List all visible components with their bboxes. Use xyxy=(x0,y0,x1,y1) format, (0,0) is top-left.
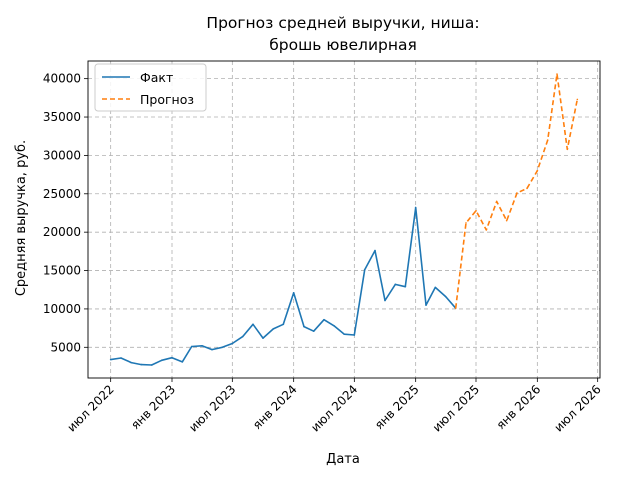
data-point xyxy=(505,219,508,222)
x-tick-label: янв 2026 xyxy=(494,382,544,432)
data-point xyxy=(394,283,397,286)
legend-label-forecast: Прогноз xyxy=(140,92,194,107)
data-point xyxy=(140,363,143,366)
data-point xyxy=(160,359,163,362)
data-point xyxy=(374,249,376,252)
y-tick-label: 35000 xyxy=(43,110,81,124)
x-axis-label: Дата xyxy=(326,452,360,467)
data-point xyxy=(150,364,153,366)
data-point xyxy=(414,206,417,209)
y-tick-label: 30000 xyxy=(43,148,81,162)
data-point xyxy=(262,337,264,339)
grid-lines xyxy=(88,61,600,378)
x-tick-label: янв 2025 xyxy=(372,382,422,432)
x-tick-label: янв 2024 xyxy=(250,382,300,432)
data-point xyxy=(312,330,315,332)
y-tick-label: 25000 xyxy=(43,187,81,201)
data-point xyxy=(536,169,539,172)
data-point xyxy=(425,304,427,306)
y-tick-label: 20000 xyxy=(43,225,81,239)
y-tick-label: 5000 xyxy=(50,340,81,354)
data-point xyxy=(576,98,579,101)
data-point xyxy=(566,148,569,151)
data-point xyxy=(120,357,122,359)
data-point xyxy=(556,73,558,75)
data-point xyxy=(485,229,488,231)
y-axis-ticks: 5000 10000 15000 20000 25000 30000 35000 40000 xyxy=(43,72,88,354)
y-tick-label: 40000 xyxy=(43,72,81,86)
y-tick-label: 15000 xyxy=(43,264,81,278)
data-point xyxy=(221,346,224,349)
data-point xyxy=(109,358,112,361)
data-point xyxy=(384,299,386,302)
chart-title-line-2: брошь ювелирная xyxy=(269,36,417,54)
x-tick-label: июл 2022 xyxy=(65,382,117,434)
data-point xyxy=(303,325,305,328)
data-point xyxy=(343,333,346,336)
data-point xyxy=(526,187,528,190)
data-point xyxy=(353,334,356,336)
x-axis-ticks: июл 2022 янв 2023 июл 2023 янв 2024 июл 2024… xyxy=(65,378,604,435)
data-point xyxy=(404,285,407,288)
x-tick-label: июл 2025 xyxy=(430,382,482,434)
data-point xyxy=(190,345,193,348)
chart-title-line-1: Прогноз средней выручки, ниша: xyxy=(206,14,479,32)
data-point xyxy=(495,200,498,203)
x-tick-label: июл 2024 xyxy=(308,382,360,434)
data-point xyxy=(241,335,244,338)
data-point xyxy=(130,361,133,364)
x-tick-label: июл 2023 xyxy=(186,382,238,434)
data-point xyxy=(201,344,203,347)
x-tick-label: июл 2026 xyxy=(552,382,604,434)
legend-label-fact: Факт xyxy=(140,70,173,85)
data-point xyxy=(546,139,549,141)
data-point xyxy=(465,222,467,224)
data-point xyxy=(252,323,254,326)
data-point xyxy=(282,323,285,326)
x-tick-label: янв 2023 xyxy=(128,382,178,432)
data-point xyxy=(171,356,173,359)
data-point xyxy=(323,318,325,321)
data-point xyxy=(363,268,366,271)
legend: Факт Прогноз xyxy=(94,63,207,112)
data-point xyxy=(292,292,295,294)
series-lines xyxy=(109,73,579,366)
data-point xyxy=(516,192,518,194)
data-point xyxy=(333,325,335,327)
series-line-forecast xyxy=(454,73,579,309)
y-tick-label: 10000 xyxy=(43,302,81,316)
data-point xyxy=(272,328,275,330)
data-point xyxy=(475,209,477,212)
data-point xyxy=(434,286,437,289)
data-point xyxy=(231,342,234,345)
data-point xyxy=(454,307,457,309)
data-point xyxy=(181,361,184,363)
data-point xyxy=(444,295,447,298)
plot-area-frame xyxy=(87,60,601,379)
y-axis-label: Средняя выручка, руб. xyxy=(14,140,29,296)
series-line-fact xyxy=(110,206,457,366)
data-point xyxy=(211,348,213,351)
